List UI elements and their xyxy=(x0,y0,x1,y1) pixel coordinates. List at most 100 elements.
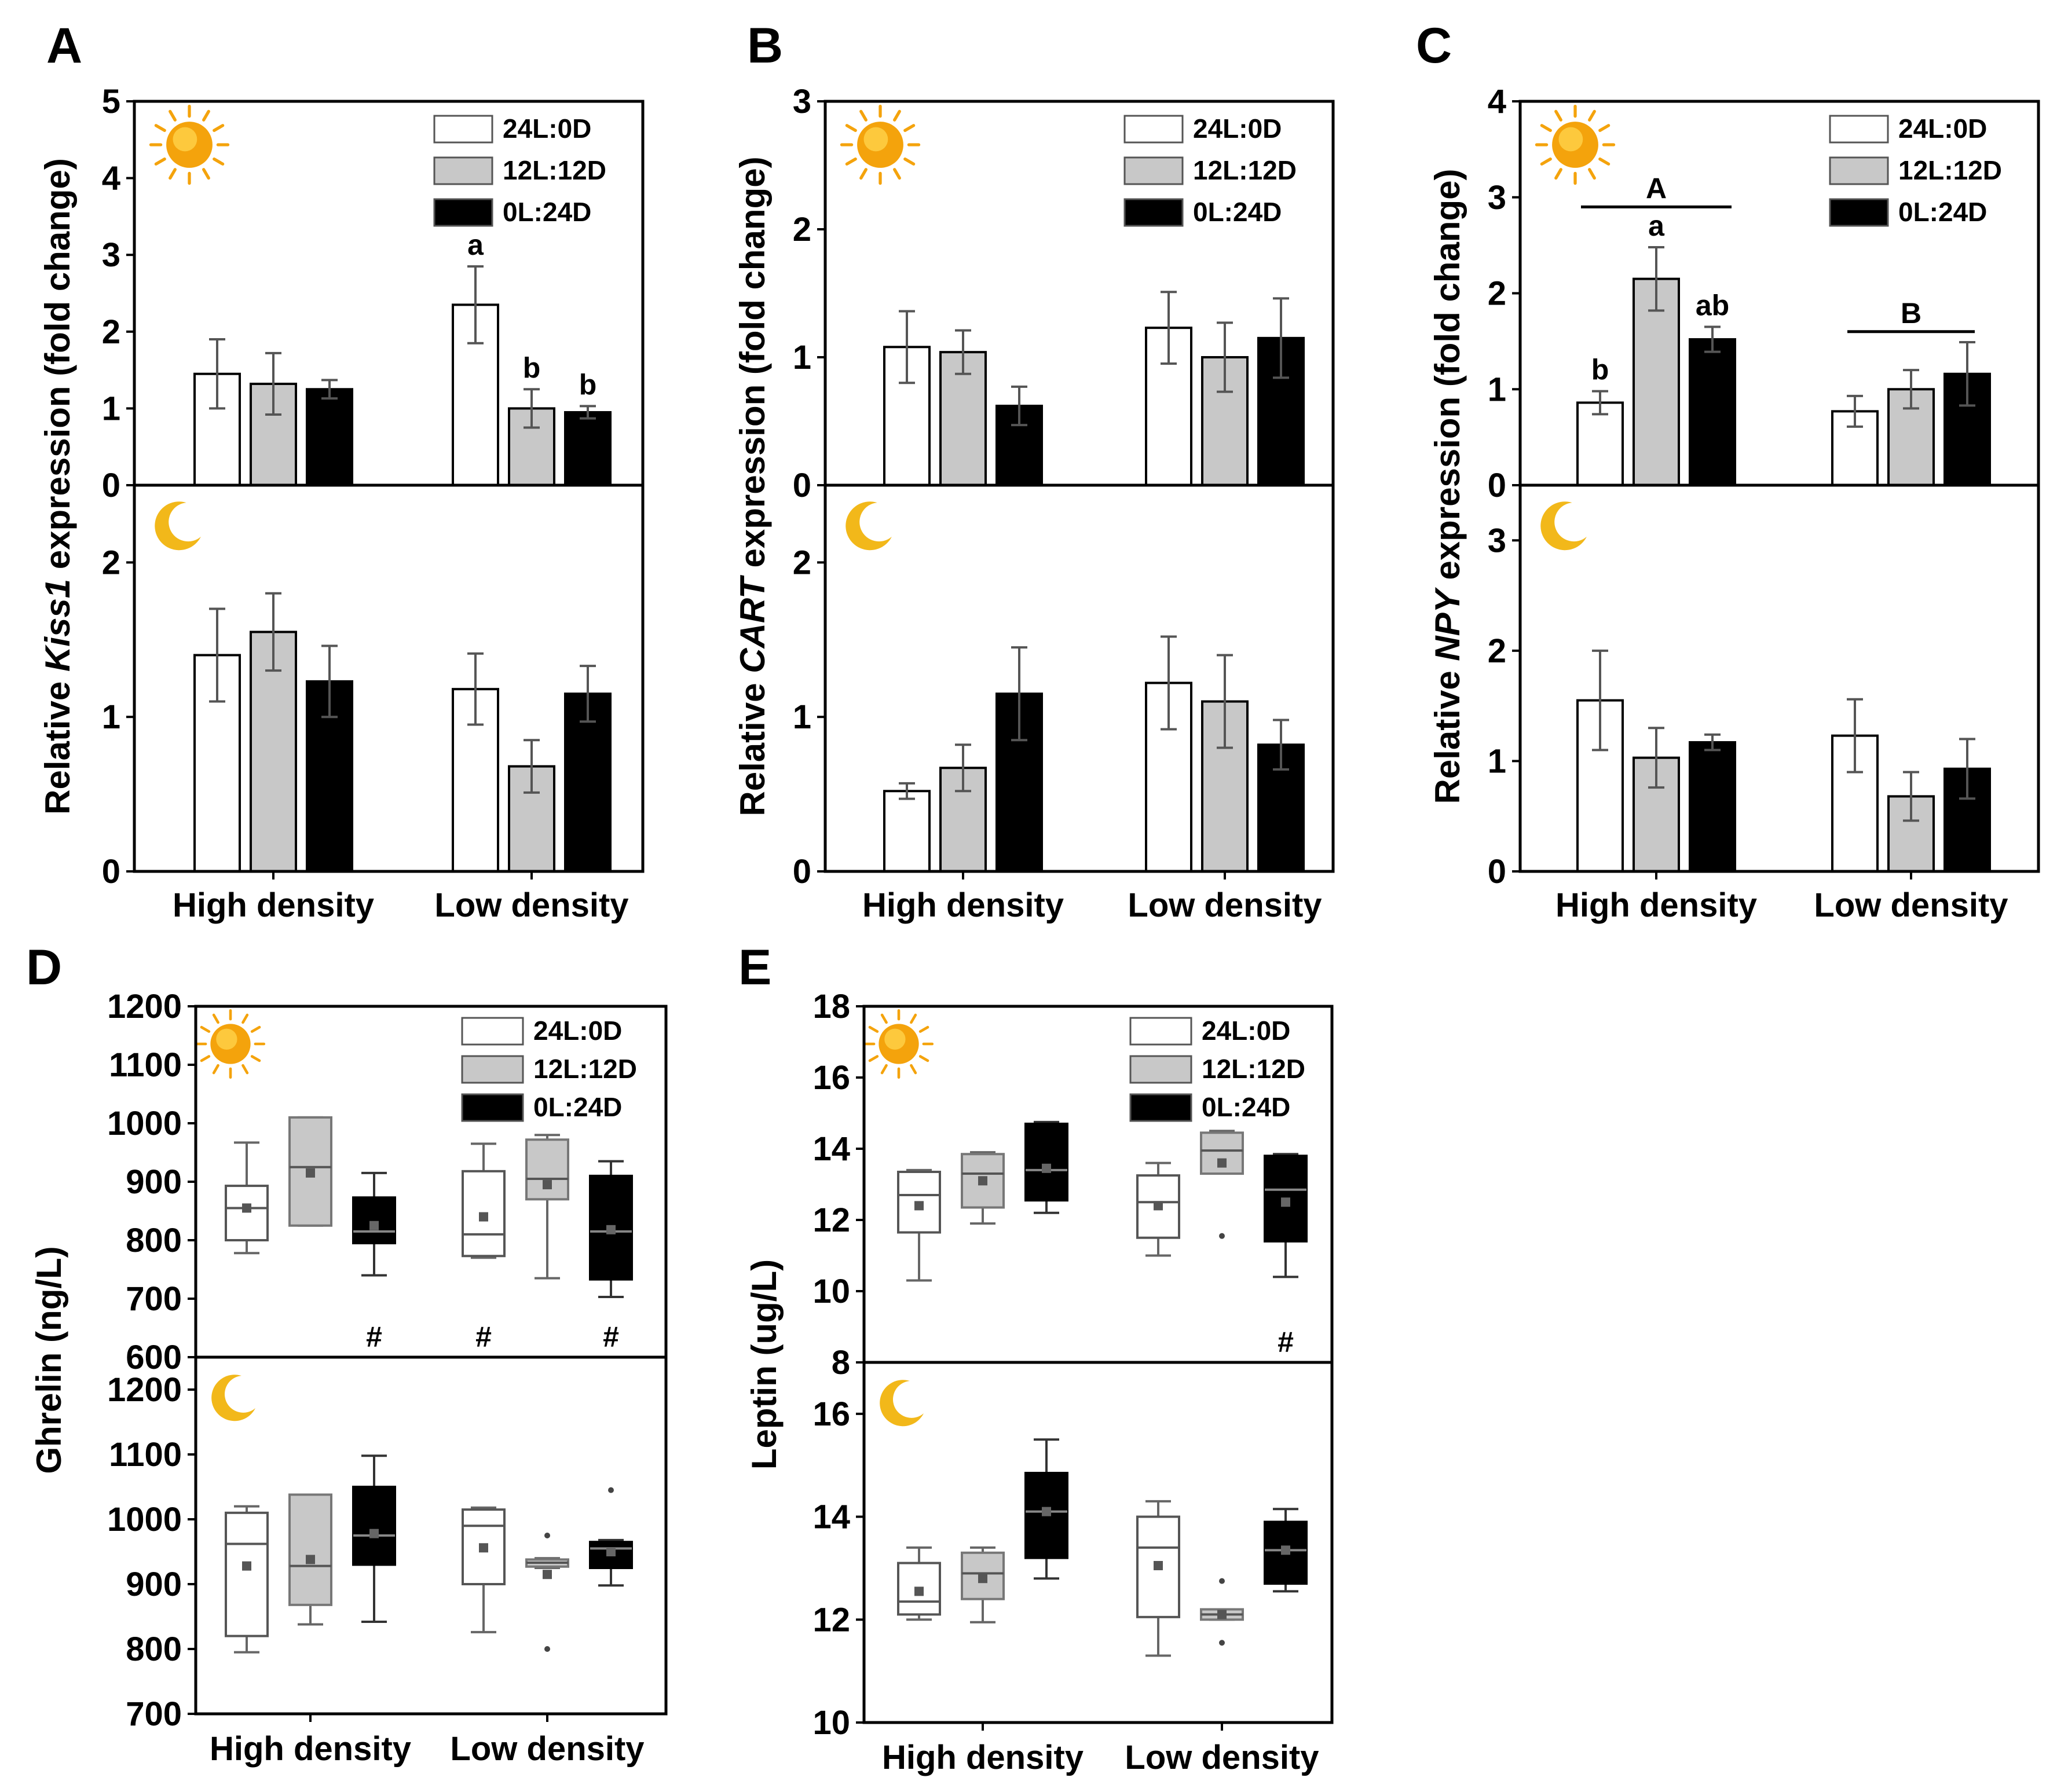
legend-swatch-12l-12d xyxy=(1829,156,1889,185)
sun-ray xyxy=(250,1025,261,1033)
y-tick-label: 900 xyxy=(126,1163,182,1201)
sun-ray xyxy=(212,1013,219,1024)
y-tick-label: 16 xyxy=(812,1395,850,1433)
bar-24l-0d xyxy=(1145,681,1192,873)
panel-e: E Leptin (ug/L) 8 10 12 14 16 18 #24L:0D 12L:12D 0… xyxy=(738,940,1334,1776)
sun-ray xyxy=(1598,124,1611,132)
y-tick-label: 1 xyxy=(1488,371,1506,408)
sun-ray xyxy=(893,109,901,122)
sun-ray xyxy=(241,1013,249,1024)
y-tick-label: 18 xyxy=(812,988,850,1025)
sun-ray xyxy=(1598,157,1611,166)
sun-ray xyxy=(1540,157,1552,166)
legend-swatch-12l-12d xyxy=(1123,156,1184,185)
legend: 24L:0D 12L:12D 0L:24D xyxy=(1123,113,1297,227)
x-category-label: High density xyxy=(210,1730,411,1768)
y-tick-label: 0 xyxy=(1488,467,1506,504)
legend-swatch-12l-12d xyxy=(1129,1055,1192,1084)
y-tick-label: 0 xyxy=(1488,853,1506,890)
y-tick-label: 8 xyxy=(832,1344,850,1381)
y-tick-label: 1000 xyxy=(107,1501,182,1538)
mean-marker xyxy=(479,1543,488,1553)
moon-crescent xyxy=(211,1375,255,1421)
moon-crescent xyxy=(155,501,201,551)
y-tick-label: 900 xyxy=(126,1566,182,1603)
legend-label-24l-0d: 24L:0D xyxy=(1193,113,1282,144)
mean-marker xyxy=(306,1168,315,1178)
panel-a: A Relative Kiss1 expression (fold change)… xyxy=(38,18,645,924)
panel-label: B xyxy=(747,18,783,74)
mean-marker xyxy=(1217,1610,1227,1619)
mean-marker xyxy=(1042,1163,1051,1173)
x-category-label: Low density xyxy=(1128,886,1322,924)
y-axis-label-part: Relative xyxy=(38,672,77,815)
y-axis-label: Ghrelin (ng/L) xyxy=(30,1246,68,1474)
legend-label-24l-0d: 24L:0D xyxy=(1898,113,1987,144)
significance-label: b xyxy=(523,351,541,384)
bar-12l-12d xyxy=(1633,277,1680,486)
box-12l-12d xyxy=(288,1493,332,1606)
significance-label: a xyxy=(467,229,484,261)
mean-marker xyxy=(543,1180,552,1190)
x-category-label: Low density xyxy=(434,886,628,924)
legend-label-0l-24d: 0L:24D xyxy=(1193,197,1282,227)
sun-ray xyxy=(200,1055,211,1062)
legend-swatch-24l-0d xyxy=(1123,115,1184,144)
y-tick-label: 10 xyxy=(812,1273,850,1310)
panel-b: B Relative CART expression (fold change) 0… xyxy=(733,18,1335,924)
legend-label-24l-0d: 24L:0D xyxy=(1202,1016,1290,1046)
sun-ray xyxy=(241,1064,249,1075)
legend-swatch-0l-24d xyxy=(433,198,493,227)
legend-label-12l-12d: 12L:12D xyxy=(1193,155,1297,185)
y-axis-label-part: expression (fold change) xyxy=(1428,169,1467,590)
sun-ray xyxy=(1540,124,1552,132)
outlier-point xyxy=(1219,1578,1225,1584)
legend: 24L:0D 12L:12D 0L:24D xyxy=(1129,1016,1305,1122)
legend-label-24l-0d: 24L:0D xyxy=(503,113,591,144)
sun-ray xyxy=(154,124,166,132)
y-tick-label: 2 xyxy=(1488,275,1506,313)
sun-ray xyxy=(213,124,225,132)
y-tick-label: 2 xyxy=(1488,632,1506,670)
plot-frame xyxy=(194,1005,668,1716)
y-tick-label: 5 xyxy=(102,83,120,120)
y-tick-label: 2 xyxy=(793,211,811,248)
sun-ray xyxy=(910,1013,917,1024)
y-axis-label-part: expression (fold change) xyxy=(733,156,772,577)
box-0l-24d xyxy=(1024,1472,1068,1559)
y-tick-label: 800 xyxy=(126,1222,182,1259)
mean-marker xyxy=(606,1225,616,1234)
y-axis-label: Relative Kiss1 expression (fold change) xyxy=(38,158,77,815)
moon-icon xyxy=(1540,501,1587,551)
outlier-point xyxy=(608,1487,614,1493)
y-tick-label: 14 xyxy=(812,1130,850,1168)
mean-marker xyxy=(1217,1158,1227,1168)
y-tick-label: 700 xyxy=(126,1695,182,1733)
y-axis-label-part: Relative xyxy=(733,673,772,816)
significance-label: ab xyxy=(1696,289,1729,322)
sun-ray xyxy=(1588,109,1596,122)
group-letter: B xyxy=(1901,297,1921,329)
mean-marker xyxy=(1281,1545,1290,1555)
y-axis-label-part: Kiss1 xyxy=(38,579,77,672)
sun-ray xyxy=(169,109,177,122)
moon-icon xyxy=(155,501,201,551)
y-tick-label: 2 xyxy=(793,544,811,581)
outlier-point xyxy=(544,1646,550,1652)
sun-ray xyxy=(845,157,857,166)
sun-icon xyxy=(863,1009,934,1079)
mean-marker xyxy=(543,1570,552,1580)
legend-label-0l-24d: 0L:24D xyxy=(1202,1092,1290,1122)
sun-ray xyxy=(154,157,166,166)
mean-marker xyxy=(369,1529,379,1538)
sun-ray xyxy=(893,168,901,180)
y-tick-label: 3 xyxy=(1488,522,1506,559)
moon-icon xyxy=(211,1375,255,1421)
mean-marker xyxy=(369,1221,379,1230)
y-tick-label: 1200 xyxy=(107,1371,182,1409)
y-tick-label: 10 xyxy=(812,1704,850,1742)
y-tick-label: 16 xyxy=(812,1059,850,1097)
y-tick-label: 700 xyxy=(126,1280,182,1318)
sun-highlight xyxy=(216,1028,237,1050)
